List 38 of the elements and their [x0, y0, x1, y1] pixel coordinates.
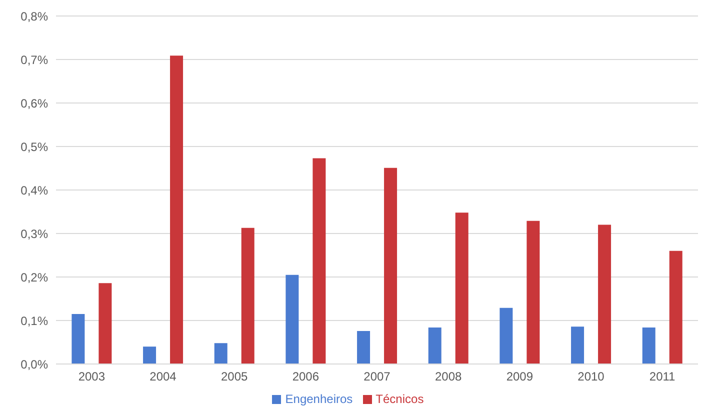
- x-tick-label: 2005: [220, 370, 248, 384]
- legend-label: Técnicos: [376, 392, 424, 406]
- x-tick-label: 2006: [292, 370, 320, 384]
- bar: [357, 330, 370, 364]
- x-tick-label: 2004: [150, 370, 177, 384]
- y-tick-label: 0,5%: [20, 140, 48, 154]
- y-tick-label: 0,1%: [20, 314, 48, 328]
- legend-label: Engenheiros: [285, 392, 353, 406]
- x-tick-label: 2010: [578, 370, 605, 384]
- bar: [72, 314, 85, 364]
- bar: [428, 327, 442, 364]
- x-tick-label: 2008: [434, 370, 462, 384]
- bar: [214, 343, 228, 364]
- bar: [98, 283, 112, 364]
- bar: [526, 220, 540, 364]
- y-tick-label: 0,8%: [20, 9, 48, 24]
- bar: [241, 228, 254, 364]
- x-tick-label: 2007: [364, 370, 391, 384]
- bar: [642, 327, 656, 364]
- y-tick-label: 0,6%: [20, 96, 48, 110]
- x-tick-label: 2003: [78, 370, 106, 384]
- bar: [286, 274, 299, 364]
- y-tick-label: 0,3%: [20, 226, 48, 241]
- y-tick-label: 0,2%: [20, 270, 48, 284]
- bar: [312, 158, 326, 364]
- bar: [669, 250, 682, 364]
- x-tick-label: 2009: [506, 370, 534, 384]
- y-tick-label: 0,0%: [20, 357, 48, 372]
- bar: [143, 346, 156, 364]
- y-tick-label: 0,4%: [20, 183, 48, 198]
- y-tick-label: 0,7%: [20, 52, 48, 67]
- bar: [384, 168, 398, 364]
- bar: [571, 326, 584, 364]
- bar: [455, 212, 468, 364]
- bar: [598, 224, 612, 364]
- x-tick-label: 2011: [649, 370, 676, 384]
- bar: [500, 308, 513, 364]
- bar: [170, 56, 184, 364]
